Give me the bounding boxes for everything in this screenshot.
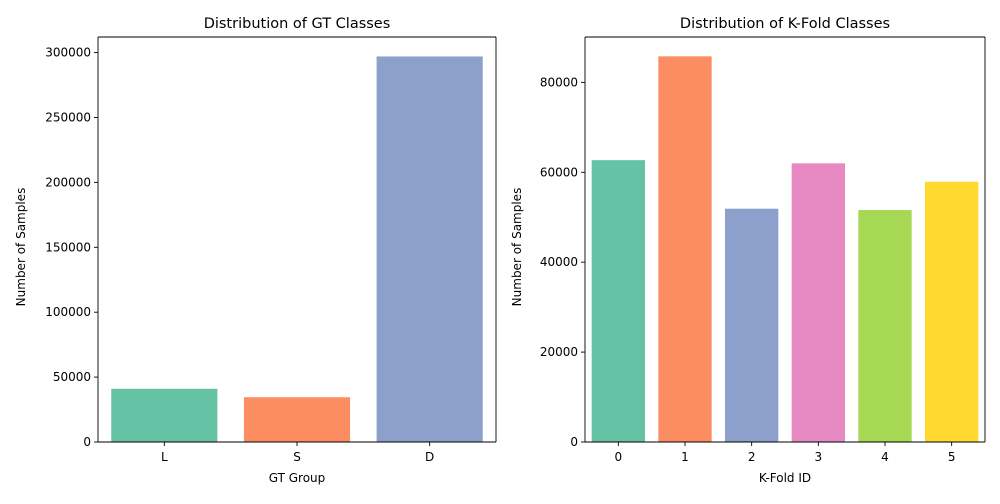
- bar-3: [791, 163, 845, 442]
- x-tick-label: 5: [948, 450, 956, 464]
- y-tick-label: 250000: [45, 110, 91, 124]
- y-tick-label: 100000: [45, 305, 91, 319]
- axes: [97, 36, 497, 443]
- chart-title: Distribution of K-Fold Classes: [680, 16, 890, 32]
- x-tick-label: D: [425, 450, 434, 464]
- y-tick-label: 60000: [540, 165, 578, 179]
- bar-S: [243, 397, 351, 442]
- bar-2: [725, 208, 779, 442]
- y-axis-label: Number of Samples: [510, 188, 524, 307]
- x-tick-label: 2: [748, 450, 756, 464]
- y-tick-label: 300000: [45, 46, 91, 60]
- bar-L: [111, 388, 218, 442]
- y-tick-label: 20000: [540, 345, 578, 359]
- bars: [591, 56, 979, 443]
- bar-1: [658, 56, 712, 443]
- x-tick-label: 1: [681, 450, 689, 464]
- y-tick-label: 50000: [53, 370, 91, 384]
- axes: [584, 36, 986, 443]
- x-tick-label: L: [161, 450, 168, 464]
- y-ticks: 0 50000 100000 150000 200000 250000 300000: [45, 46, 98, 449]
- x-ticks: 0 1 2 3 4 5: [615, 442, 956, 464]
- y-ticks: 0 20000 40000 60000 80000: [540, 75, 585, 449]
- x-axis-label: K-Fold ID: [759, 471, 811, 485]
- gt-classes-chart: Distribution of GT Classes GT Group Numb…: [14, 16, 497, 485]
- y-tick-label: 0: [570, 435, 578, 449]
- y-tick-label: 150000: [45, 240, 91, 254]
- y-axis-label: Number of Samples: [14, 188, 28, 307]
- x-tick-label: 0: [615, 450, 623, 464]
- kfold-classes-chart: Distribution of K-Fold Classes K-Fold ID…: [510, 16, 986, 485]
- bar-5: [925, 181, 979, 442]
- y-tick-label: 200000: [45, 175, 91, 189]
- bar-D: [376, 56, 483, 442]
- x-axis-label: GT Group: [269, 471, 326, 485]
- x-tick-label: S: [293, 450, 301, 464]
- x-tick-label: 3: [815, 450, 823, 464]
- y-tick-label: 80000: [540, 75, 578, 89]
- y-tick-label: 40000: [540, 255, 578, 269]
- bars: [111, 56, 483, 442]
- chart-title: Distribution of GT Classes: [204, 16, 391, 32]
- bar-0: [591, 160, 645, 442]
- x-tick-label: 4: [881, 450, 889, 464]
- y-tick-label: 0: [83, 435, 91, 449]
- bar-4: [858, 210, 912, 442]
